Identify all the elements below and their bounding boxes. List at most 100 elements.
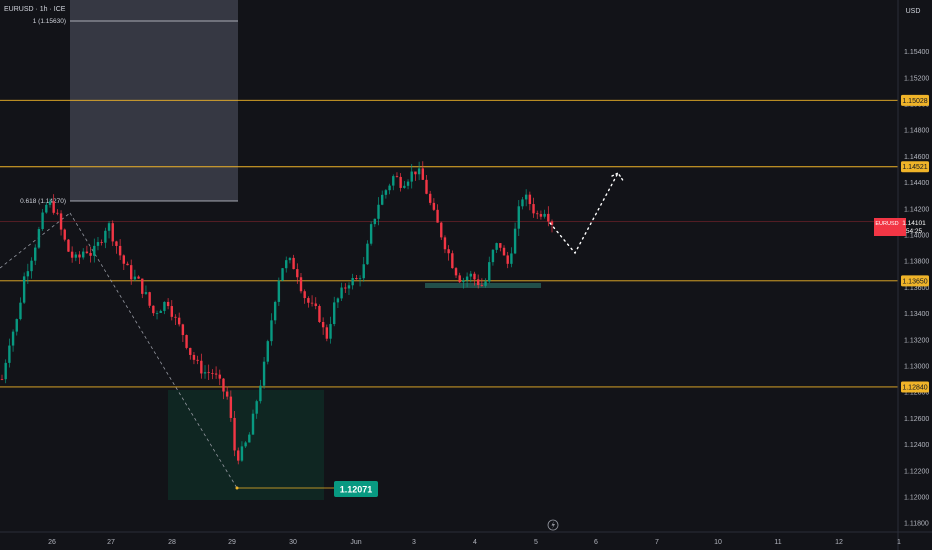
candle-body <box>528 194 532 205</box>
time-axis-label: 3 <box>412 539 416 546</box>
candle-body <box>499 243 502 248</box>
level-badge <box>901 94 929 106</box>
price-scale-label: 1.12000 <box>904 495 929 502</box>
candle-body <box>476 279 480 286</box>
candle-body <box>484 281 487 286</box>
time-axis-label: 28 <box>168 539 176 546</box>
symbol-title[interactable]: EURUSD · 1h · ICE <box>4 6 66 13</box>
fib-1-label: 1 (1.15630) <box>33 18 66 25</box>
candle-body <box>336 298 340 303</box>
candle-body <box>299 277 303 292</box>
candle-body <box>521 199 524 207</box>
candle-body <box>222 378 225 392</box>
candle-body <box>155 312 159 314</box>
candle-body <box>465 276 469 281</box>
price-scale-label: 1.14400 <box>904 180 929 187</box>
candle-body <box>22 276 26 303</box>
candle-body <box>93 245 96 256</box>
candle-body <box>67 239 70 252</box>
price-scale-label: 1.12600 <box>904 416 929 423</box>
time-axis-label: Jun <box>350 539 361 546</box>
candle-body <box>48 201 52 205</box>
lightning-icon[interactable] <box>547 519 559 531</box>
candle-body <box>163 301 166 311</box>
candle-body <box>270 320 273 342</box>
candle-body <box>351 277 354 286</box>
candle-body <box>347 285 351 289</box>
level-badges: 1.15028 1.14521 1.13650 1.12840 <box>901 94 929 393</box>
price-scale-label: 1.14600 <box>904 154 929 161</box>
level-badge <box>901 381 929 393</box>
time-axis-label: 5 <box>534 539 538 546</box>
candle-body <box>513 228 517 254</box>
candle-body <box>288 257 292 261</box>
candle-body <box>0 379 4 380</box>
candle-body <box>96 242 100 246</box>
candle-body <box>410 171 413 182</box>
candle-body <box>495 243 498 250</box>
low-callout-badge[interactable] <box>334 481 378 497</box>
candle-body <box>366 243 369 265</box>
candle-body <box>56 212 59 214</box>
candle-body <box>421 168 425 180</box>
candle-body <box>373 218 377 225</box>
candle-body <box>4 362 7 380</box>
candle-body <box>550 221 554 225</box>
candle-body <box>214 373 218 375</box>
projection-arrowhead <box>611 172 625 183</box>
time-axis-label: 30 <box>289 539 297 546</box>
candle-body <box>211 373 214 374</box>
candle-body <box>34 247 37 261</box>
candle-body <box>462 280 465 283</box>
candle-body <box>392 176 395 186</box>
candle-body <box>454 268 458 276</box>
current-price-countdown: 54:25 <box>906 228 923 235</box>
candle-body <box>248 434 251 443</box>
candle-body <box>469 273 472 277</box>
candle-body <box>148 292 151 306</box>
time-axis-label: 1 <box>897 539 901 546</box>
candle-body <box>458 275 461 283</box>
price-scale-label: 1.13600 <box>904 285 929 292</box>
candle-body <box>425 179 428 194</box>
candle-body <box>488 262 491 282</box>
horizontal-levels <box>0 99 898 388</box>
candle-body <box>37 229 41 248</box>
candle-body <box>122 255 126 264</box>
candle-body <box>491 249 495 263</box>
candle-body <box>329 324 332 339</box>
time-axis[interactable]: 26 27 28 29 30 Jun 3 4 5 6 7 10 11 12 1 <box>48 539 901 546</box>
candle-body <box>440 222 443 238</box>
candle-body <box>417 168 421 175</box>
currency-label: USD <box>906 8 921 15</box>
level-badge <box>901 275 929 287</box>
price-scale-label: 1.12200 <box>904 468 929 475</box>
candle-body <box>181 324 185 336</box>
candle-body <box>255 401 258 414</box>
candle-body <box>307 298 310 303</box>
candle-body <box>266 341 269 362</box>
candle-body <box>377 204 380 219</box>
candle-body <box>30 260 33 272</box>
candle-body <box>436 209 439 223</box>
candle-body <box>107 223 111 231</box>
candle-body <box>262 361 266 386</box>
price-scale-label: 1.13400 <box>904 311 929 318</box>
price-scale-label: 1.13800 <box>904 259 929 266</box>
candle-body <box>100 242 103 243</box>
candle-body <box>8 345 11 363</box>
price-scale-label: 1.15400 <box>904 49 929 56</box>
level-badge-label: 1.12840 <box>902 384 927 391</box>
candle-body <box>115 241 118 246</box>
candle-body <box>381 194 384 205</box>
candle-body <box>517 206 520 229</box>
candle-body <box>432 202 436 210</box>
candle-body <box>251 413 255 435</box>
candle-body <box>362 264 365 279</box>
candle-body <box>174 316 177 318</box>
candle-body <box>126 263 129 266</box>
price-scale-label: 1.12400 <box>904 442 929 449</box>
time-axis-label: 27 <box>107 539 115 546</box>
candle-body <box>189 347 192 355</box>
